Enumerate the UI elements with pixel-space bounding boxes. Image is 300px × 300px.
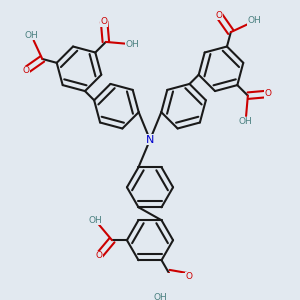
Text: O: O bbox=[95, 251, 102, 260]
Text: O: O bbox=[185, 272, 193, 281]
Text: O: O bbox=[216, 11, 223, 20]
Text: OH: OH bbox=[239, 117, 252, 126]
Text: OH: OH bbox=[88, 215, 102, 224]
Text: O: O bbox=[100, 17, 108, 26]
Text: OH: OH bbox=[153, 293, 167, 300]
Text: OH: OH bbox=[125, 40, 139, 49]
Text: O: O bbox=[265, 89, 272, 98]
Text: OH: OH bbox=[248, 16, 262, 26]
Text: OH: OH bbox=[24, 31, 38, 40]
Text: N: N bbox=[146, 135, 154, 145]
Text: O: O bbox=[22, 66, 29, 75]
